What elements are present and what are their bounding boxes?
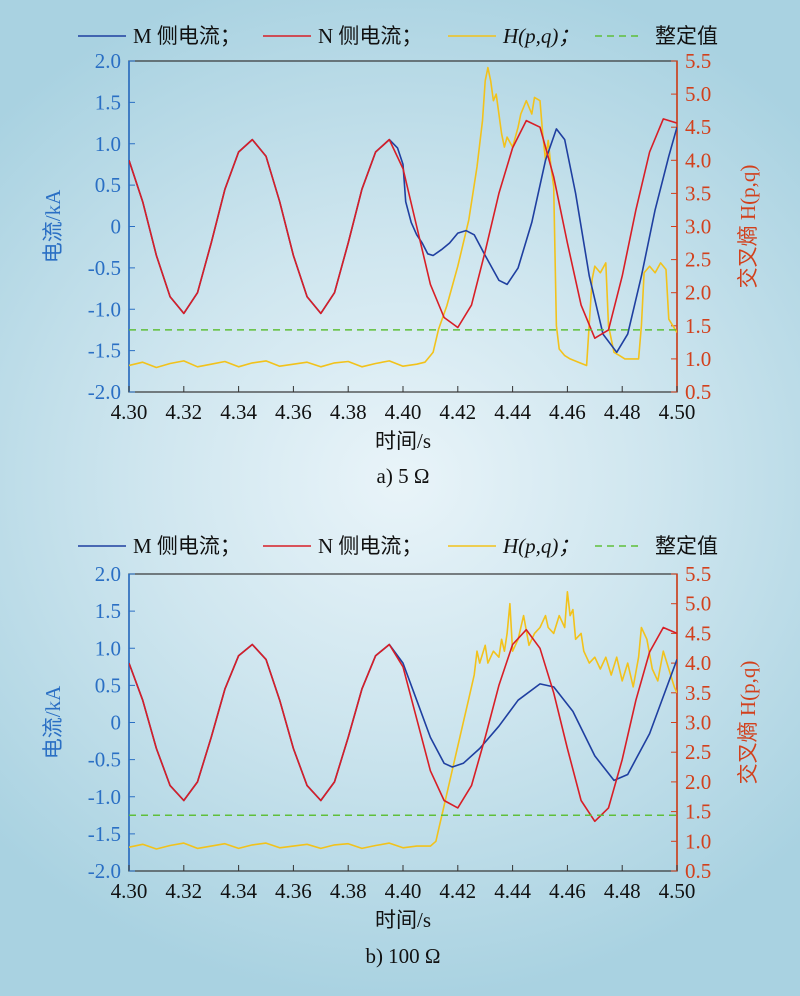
legend-label-3: H(p,q)； <box>502 24 579 48</box>
y-right-tick-label: 0.5 <box>685 859 711 883</box>
legend-label-1: M 侧电流； <box>133 24 241 48</box>
x-tick-label: 4.38 <box>330 879 367 903</box>
series-cross-entropy-line <box>129 591 677 850</box>
y-right-tick-label: 1.5 <box>685 314 711 338</box>
y-left-tick-label: 2.0 <box>95 49 121 73</box>
legend-label-4: 整定值 <box>655 24 718 48</box>
legend: M 侧电流； N 侧电流； H(p,q)； 整定值 <box>78 534 718 558</box>
x-tick-label: 4.50 <box>659 879 696 903</box>
chart-panel-1: M 侧电流； N 侧电流； H(p,q)； 整定值 4.30 4.32 4.34 4.36 4.… <box>41 24 760 488</box>
x-tick-label: 4.38 <box>330 400 367 424</box>
y-left-tick-label: 1.5 <box>95 90 121 114</box>
y-right-tick-label: 4.5 <box>685 115 711 139</box>
plot-frame <box>128 60 678 393</box>
chart-panel-2: M 侧电流； N 侧电流； H(p,q)； 整定值 4.30 4.32 4.34 4.36 4.… <box>41 534 760 968</box>
y-left-tick-label: 2.0 <box>95 562 121 586</box>
x-tick-label: 4.32 <box>165 879 202 903</box>
y-left-tick-label: -1.5 <box>88 339 121 363</box>
x-axis-title: 时间/s <box>375 908 431 932</box>
x-tick-label: 4.46 <box>549 400 586 424</box>
y-left-tick-label: 0 <box>111 711 122 735</box>
y-right-tick-label: 4.0 <box>685 148 711 172</box>
y-right-tick-label: 1.0 <box>685 829 711 853</box>
y-right-tick-label: 2.0 <box>685 770 711 794</box>
y-left-tick-label: -1.5 <box>88 822 121 846</box>
y-right-tick-label: 5.0 <box>685 82 711 106</box>
x-tick-label: 4.42 <box>439 879 476 903</box>
legend: M 侧电流； N 侧电流； H(p,q)； 整定值 <box>78 24 718 48</box>
y-right-tick-label: 3.5 <box>685 681 711 705</box>
y-right-tick-label: 5.0 <box>685 592 711 616</box>
chart-caption: a) 5 Ω <box>377 464 430 488</box>
series-group <box>129 66 677 369</box>
y-right-tick-label: 1.0 <box>685 347 711 371</box>
y-right-tick-label: 5.5 <box>685 562 711 586</box>
y-right-axis-title: 交叉熵 H(p,q) <box>736 165 760 289</box>
x-tick-label: 4.30 <box>111 879 148 903</box>
chart-caption: b) 100 Ω <box>365 944 440 968</box>
y-left-tick-label: 0.5 <box>95 673 121 697</box>
series-group <box>129 591 677 850</box>
y-left-tick-label: 1.5 <box>95 599 121 623</box>
x-tick-label: 4.46 <box>549 879 586 903</box>
y-left-axis-title: 电流/kA <box>41 189 65 263</box>
y-right-tick-label: 1.5 <box>685 800 711 824</box>
legend-label-1: M 侧电流； <box>133 534 241 558</box>
y-left-tick-label: -1.0 <box>88 297 121 321</box>
y-left-tick-label: 1.0 <box>95 132 121 156</box>
x-tick-label: 4.34 <box>220 400 257 424</box>
y-left-tick-label: 1.0 <box>95 636 121 660</box>
x-tick-label: 4.42 <box>439 400 476 424</box>
y-right-tick-label: 3.5 <box>685 181 711 205</box>
x-tick-label: 4.34 <box>220 879 257 903</box>
series-cross-entropy-line <box>129 66 677 369</box>
x-tick-label: 4.36 <box>275 879 312 903</box>
x-tick-label: 4.44 <box>494 879 531 903</box>
y-left-tick-label: -2.0 <box>88 859 121 883</box>
series-n-current-line <box>129 118 677 339</box>
y-right-tick-label: 2.0 <box>685 281 711 305</box>
x-tick-label: 4.30 <box>111 400 148 424</box>
legend-label-4: 整定值 <box>655 534 718 558</box>
y-right-tick-label: 0.5 <box>685 380 711 404</box>
x-tick-label: 4.32 <box>165 400 202 424</box>
x-tick-label: 4.48 <box>604 879 641 903</box>
y-right-tick-label: 5.5 <box>685 49 711 73</box>
x-axis-title: 时间/s <box>375 429 431 453</box>
x-tick-label: 4.40 <box>385 879 422 903</box>
y-left-tick-label: 0.5 <box>95 173 121 197</box>
y-left-tick-label: -1.0 <box>88 785 121 809</box>
x-tick-label: 4.48 <box>604 400 641 424</box>
legend-label-2: N 侧电流； <box>318 24 422 48</box>
x-tick-label: 4.44 <box>494 400 531 424</box>
series-n-current-line <box>129 626 677 823</box>
y-left-tick-label: -0.5 <box>88 748 121 772</box>
y-right-tick-label: 3.0 <box>685 215 711 239</box>
y-right-tick-label: 3.0 <box>685 711 711 735</box>
legend-label-2: N 侧电流； <box>318 534 422 558</box>
y-left-axis-title: 电流/kA <box>41 685 65 759</box>
y-right-axis-title: 交叉熵 H(p,q) <box>736 661 760 785</box>
x-tick-label: 4.36 <box>275 400 312 424</box>
x-tick-label: 4.40 <box>385 400 422 424</box>
y-left-tick-label: 0 <box>111 215 122 239</box>
series-m-current-line <box>129 126 677 354</box>
plot-frame <box>128 573 678 872</box>
y-left-tick-label: -2.0 <box>88 380 121 404</box>
y-left-tick-label: -0.5 <box>88 256 121 280</box>
legend-label-3: H(p,q)； <box>502 534 579 558</box>
y-right-tick-label: 2.5 <box>685 740 711 764</box>
y-right-tick-label: 4.0 <box>685 651 711 675</box>
y-right-tick-label: 2.5 <box>685 248 711 272</box>
x-tick-label: 4.50 <box>659 400 696 424</box>
y-right-tick-label: 4.5 <box>685 621 711 645</box>
